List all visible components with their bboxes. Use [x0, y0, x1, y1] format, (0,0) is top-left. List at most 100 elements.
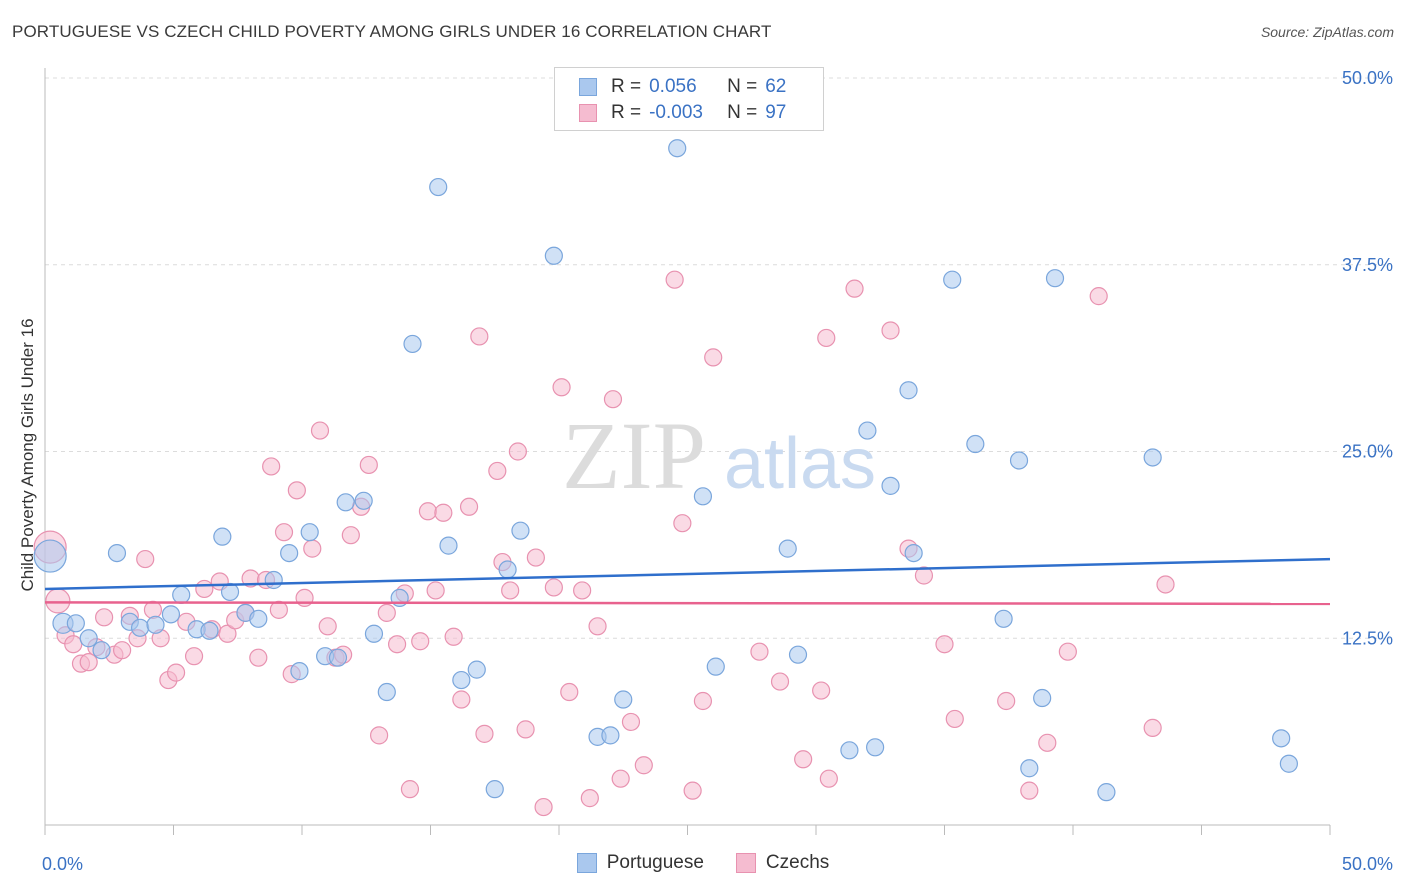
portuguese-point — [943, 270, 962, 289]
portuguese-point — [788, 645, 808, 664]
czech-point — [249, 648, 268, 667]
czech-point — [475, 724, 494, 743]
czech-point — [274, 523, 294, 542]
trend-line-portuguese — [44, 557, 1331, 591]
portuguese-point — [429, 177, 448, 197]
series-legend: Portuguese Czechs — [0, 852, 1406, 874]
chart-source: Source: ZipAtlas.com — [1260, 24, 1394, 40]
czech-point — [166, 663, 186, 682]
czech-point — [112, 641, 132, 660]
n-label: N = — [727, 102, 758, 123]
czech-point — [750, 642, 769, 661]
portuguese-point — [1020, 759, 1039, 778]
czech-legend-swatch — [735, 853, 756, 873]
portuguese-point — [33, 539, 67, 573]
watermark-zip: ZIP — [562, 402, 706, 509]
trend-lines — [44, 557, 1331, 606]
portuguese-point — [601, 726, 620, 745]
y-tick-label: 37.5% — [1342, 255, 1393, 275]
legend-row-czech: R = -0.003 N = 97 — [579, 101, 786, 125]
portuguese-point — [336, 493, 355, 512]
czech-point — [665, 270, 684, 289]
czech-point — [693, 691, 713, 711]
czech-point — [184, 647, 204, 666]
czech-point — [611, 769, 630, 788]
portuguese-point — [1009, 451, 1029, 470]
portuguese-point — [485, 780, 504, 799]
czech-point — [387, 635, 407, 654]
czech-point — [470, 327, 489, 346]
czech-point — [488, 461, 507, 481]
chart-title: PORTUGUESE VS CZECH CHILD POVERTY AMONG … — [12, 22, 772, 41]
portuguese-point — [300, 523, 319, 542]
portuguese-point — [668, 139, 687, 158]
portuguese-point — [364, 624, 384, 643]
czech-point — [819, 769, 838, 788]
czech-point — [45, 588, 71, 614]
czech-point — [534, 797, 553, 817]
czech-point — [508, 442, 527, 461]
y-tick-label: 25.0% — [1342, 442, 1393, 462]
portuguese-point — [66, 614, 85, 633]
y-tick-label: 50.0% — [1342, 68, 1393, 88]
portuguese-point — [1279, 754, 1298, 773]
czech-point — [269, 600, 288, 619]
czech-point — [683, 781, 702, 800]
portuguese-point — [693, 487, 713, 506]
portuguese-point — [79, 629, 98, 648]
portuguese-point — [1143, 448, 1162, 467]
czech-point — [359, 455, 378, 475]
czech-point — [794, 750, 813, 769]
y-axis-label: Child Poverty Among Girls Under 16 — [18, 318, 37, 591]
r-label: R = — [611, 102, 642, 123]
czech-point — [218, 624, 237, 643]
czech-point — [817, 328, 836, 348]
portuguese-point — [899, 381, 918, 400]
portuguese-point — [264, 570, 283, 590]
czech-point — [588, 617, 607, 636]
portuguese-point — [498, 560, 517, 579]
portuguese-point — [840, 741, 859, 760]
portuguese-point — [146, 615, 165, 634]
czech-point — [914, 566, 934, 585]
czech-point — [262, 457, 281, 476]
tick-labels: 12.5% 25.0% 37.5% 50.0% 0.0% 50.0% — [42, 68, 1393, 874]
portuguese-point — [200, 621, 219, 640]
watermark-atlas: atlas — [724, 424, 876, 504]
czech-point — [704, 348, 723, 367]
portuguese-point — [290, 662, 309, 681]
czech-point — [1038, 733, 1057, 752]
czech-point — [1058, 642, 1077, 661]
legend-label-czech: Czechs — [765, 852, 830, 873]
legend-item-portuguese: Portuguese — [576, 852, 704, 874]
czech-point — [812, 681, 831, 700]
portuguese-point — [172, 585, 191, 605]
czech-point — [310, 421, 330, 440]
czech-point — [580, 789, 599, 808]
portuguese-point — [107, 543, 127, 563]
portuguese-point — [403, 334, 422, 354]
portuguese-point — [439, 536, 458, 555]
czech-point — [945, 709, 964, 729]
czech-point — [79, 653, 98, 672]
r-label: R = — [611, 76, 642, 97]
portuguese-point — [92, 641, 111, 660]
czech-point — [1143, 718, 1162, 737]
czech-point — [136, 549, 155, 569]
portuguese-point — [161, 605, 181, 624]
r-value-portuguese: 0.056 — [649, 76, 697, 97]
czech-point — [64, 635, 83, 654]
czech-point — [1089, 287, 1108, 306]
correlation-legend: R = 0.056 N = 62 R = -0.003 N = 97 — [554, 67, 824, 131]
portuguese-points — [33, 139, 1298, 802]
portuguese-point — [706, 657, 725, 676]
portuguese-legend-swatch — [576, 853, 597, 873]
portuguese-point — [452, 670, 471, 690]
czech-point — [501, 581, 520, 600]
legend-item-czech: Czechs — [735, 852, 830, 874]
portuguese-point — [213, 527, 232, 546]
czech-point — [621, 712, 641, 732]
czech-point — [673, 514, 692, 533]
czech-point — [1020, 781, 1039, 800]
czech-point — [318, 617, 337, 636]
